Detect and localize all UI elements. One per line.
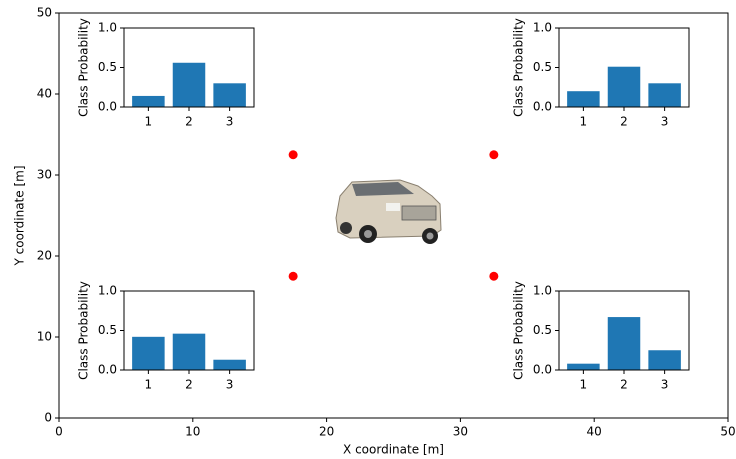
main-axes: 0 10 20 30 40 50 Y coordinate [m] 0 10 20 30 40 50 X … [13,6,736,457]
y-tick-label: 1.0 [533,21,552,35]
x-tick-label: 1 [580,378,588,392]
y-tick-label: 1.0 [533,284,552,298]
y-tick-label: 0.0 [98,363,117,377]
x-tick-label: 10 [185,425,200,439]
y-axis-label: Class Probability [512,18,526,117]
point [489,271,499,281]
bar [607,66,641,107]
car-image [335,179,442,244]
x-axis-label: X coordinate [m] [343,443,444,457]
x-tick-label: 20 [319,425,334,439]
bar [648,350,681,370]
x-tick-label: 30 [453,425,468,439]
inset-axes: 0.0 0.5 1.0 Class Probability 1 2 3 [77,18,255,129]
point [288,150,298,160]
x-tick-label: 40 [587,425,602,439]
bar [132,95,165,107]
axes-frame [58,12,729,419]
y-tick-label: 30 [37,168,52,182]
x-tick-label: 1 [145,378,153,392]
y-tick-label: 0.0 [98,100,117,114]
inset-axes: 0.0 0.5 1.0 Class Probability 1 2 3 [512,18,690,129]
point [288,271,298,281]
x-tick-label: 3 [226,115,234,129]
axes-frame [123,290,255,371]
bar [567,91,600,107]
x-tick-label: 3 [661,378,669,392]
y-tick-label: 50 [37,6,52,20]
x-tick-label: 2 [185,115,193,129]
bar [132,336,165,370]
point [489,150,499,160]
axes-frame [123,27,255,108]
y-tick-label: 0.5 [98,323,117,337]
x-tick-label: 3 [661,115,669,129]
y-tick-label: 0 [44,411,52,425]
y-axis-label: Y coordinate [m] [13,165,27,266]
bar [213,83,246,107]
y-tick-label: 10 [37,330,52,344]
y-tick-label: 0.5 [533,60,552,74]
x-tick-label: 2 [620,115,628,129]
x-tick-label: 50 [720,425,735,439]
y-tick-label: 20 [37,249,52,263]
y-tick-label: 0.5 [533,323,552,337]
x-tick-label: 2 [185,378,193,392]
inset-axes: 0.0 0.5 1.0 Class Probability 1 2 3 [77,281,255,392]
bar [648,83,681,107]
bar [172,62,206,107]
x-tick-label: 3 [226,378,234,392]
bar [213,359,246,370]
y-axis-label: Class Probability [512,281,526,380]
axes-frame [558,27,690,108]
y-tick-label: 0.0 [533,363,552,377]
y-axis-label: Class Probability [77,18,91,117]
y-tick-label: 0.5 [98,60,117,74]
axes-frame [558,290,690,371]
bar [567,363,600,370]
y-tick-label: 0.0 [533,100,552,114]
y-axis-label: Class Probability [77,281,91,380]
bar [607,317,641,370]
y-tick-label: 40 [37,87,52,101]
y-tick-label: 1.0 [98,284,117,298]
x-tick-label: 2 [620,378,628,392]
x-tick-label: 1 [145,115,153,129]
bar [172,333,206,370]
y-tick-label: 1.0 [98,21,117,35]
inset-axes: 0.0 0.5 1.0 Class Probability 1 2 3 [512,281,690,392]
x-tick-label: 1 [580,115,588,129]
x-tick-label: 0 [55,425,63,439]
